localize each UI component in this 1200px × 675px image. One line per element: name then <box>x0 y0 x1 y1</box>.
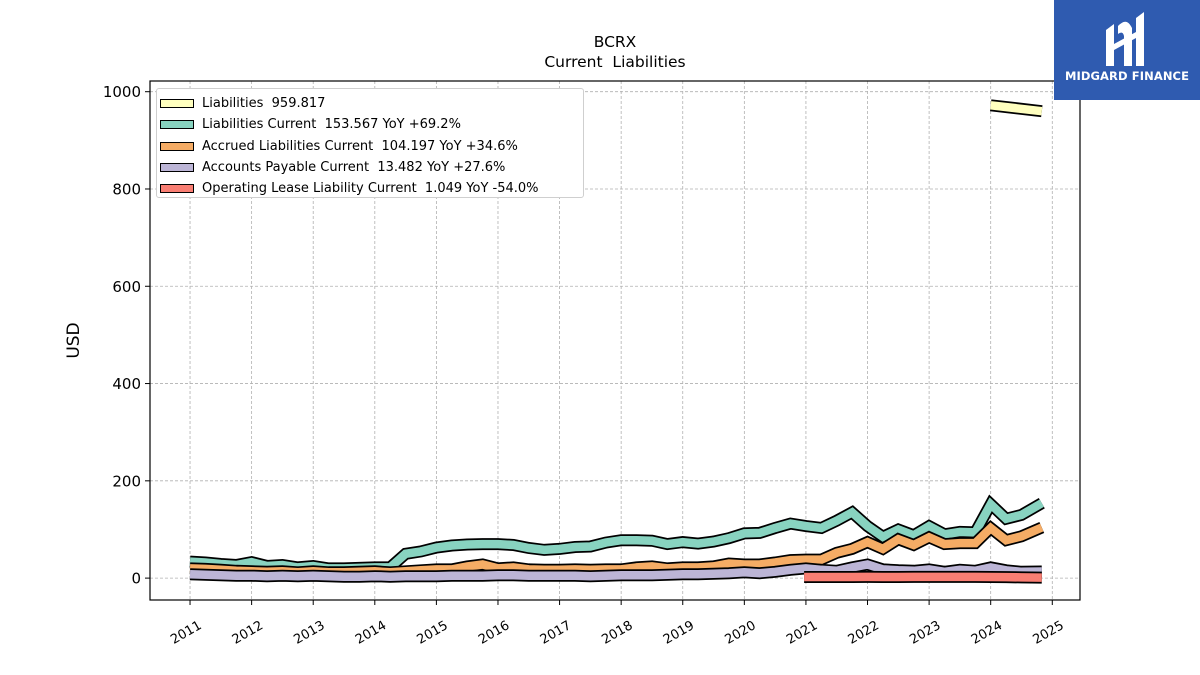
series-line <box>990 101 1043 116</box>
legend-item-operating-lease-liability-current: Operating Lease Liability Current 1.049 … <box>157 178 583 199</box>
series-line <box>804 572 1042 582</box>
y-axis-label: USD <box>64 322 84 358</box>
legend-swatch-liabilities-current <box>160 120 194 130</box>
legend-swatch-operating-lease-liability-current <box>160 184 194 194</box>
midgard-finance-logo: MIDGARD FINANCE <box>1054 0 1200 100</box>
y-tick-label: 400 <box>112 375 141 393</box>
x-tick-label: 2013 <box>291 618 327 648</box>
legend-item-liabilities: Liabilities 959.817 <box>157 93 583 114</box>
series-accounts-payable-current <box>189 558 1042 583</box>
x-tick-label: 2019 <box>661 618 697 648</box>
x-tick-label: 2025 <box>1030 618 1066 648</box>
logo-text: MIDGARD FINANCE <box>1064 69 1190 83</box>
series-operating-lease-liability-current <box>804 570 1042 584</box>
legend-item-liabilities-current: Liabilities Current 153.567 YoY +69.2% <box>157 114 583 135</box>
legend-label: Operating Lease Liability Current 1.049 … <box>202 181 539 197</box>
x-tick-label: 2021 <box>784 618 820 648</box>
y-tick-label: 800 <box>112 180 141 198</box>
legend-label: Accounts Payable Current 13.482 YoY +27.… <box>202 160 506 176</box>
legend-swatch-liabilities <box>160 99 194 109</box>
chart-legend: Liabilities 959.817 Liabilities Current … <box>156 88 584 198</box>
x-tick-label: 2024 <box>969 618 1005 648</box>
x-axis-ticks: 2011 2012 2013 2014 2015 2016 2017 2018 2019 2020… <box>168 600 1067 648</box>
y-tick-label: 200 <box>112 472 141 490</box>
x-tick-label: 2022 <box>846 618 882 648</box>
legend-item-accounts-payable-current: Accounts Payable Current 13.482 YoY +27.… <box>157 157 583 178</box>
x-tick-label: 2023 <box>907 618 943 648</box>
x-tick-label: 2018 <box>599 618 635 648</box>
x-tick-label: 2017 <box>538 618 574 648</box>
chart-title: BCRX <box>593 33 637 51</box>
y-axis-ticks: 0 200 400 600 800 1000 <box>103 83 150 588</box>
x-tick-label: 2011 <box>168 618 204 648</box>
series-bands <box>189 99 1045 584</box>
y-tick-label: 1000 <box>103 83 141 101</box>
plot-frame <box>149 80 1081 601</box>
series-liabilities-current <box>189 494 1045 575</box>
series-line <box>189 560 1042 581</box>
x-tick-label: 2014 <box>353 618 389 648</box>
x-tick-label: 2020 <box>723 618 759 648</box>
legend-item-accrued-liabilities-current: Accrued Liabilities Current 104.197 YoY … <box>157 136 583 157</box>
midgard-logo-icon <box>1106 12 1144 66</box>
legend-swatch-accrued-liabilities-current <box>160 141 194 151</box>
legend-label: Accrued Liabilities Current 104.197 YoY … <box>202 138 518 154</box>
chart-title-block: BCRX Current Liabilities <box>415 32 815 72</box>
y-tick-label: 0 <box>131 570 141 588</box>
chart-subtitle: Current Liabilities <box>544 53 686 71</box>
series-liabilities <box>990 99 1043 118</box>
x-tick-label: 2015 <box>415 618 451 648</box>
x-tick-label: 2012 <box>230 618 266 648</box>
legend-label: Liabilities 959.817 <box>202 96 326 112</box>
x-tick-label: 2016 <box>476 618 512 648</box>
legend-swatch-accounts-payable-current <box>160 163 194 173</box>
y-tick-label: 600 <box>112 278 141 296</box>
legend-label: Liabilities Current 153.567 YoY +69.2% <box>202 117 461 133</box>
